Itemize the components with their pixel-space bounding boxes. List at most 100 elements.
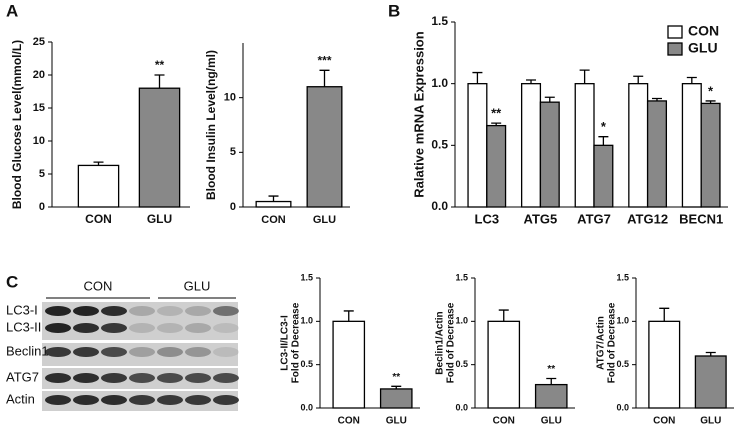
blot-band	[213, 347, 239, 357]
bar	[486, 124, 507, 208]
y-tick-label: 1.5	[455, 272, 468, 282]
blot-band	[185, 373, 211, 383]
y-tick-label: 20	[33, 69, 45, 81]
blot-band	[157, 306, 183, 316]
blot-band	[101, 347, 127, 357]
x-tick-label: CON	[85, 212, 112, 226]
blot-band	[45, 323, 71, 333]
blot-band	[157, 395, 183, 405]
bar	[332, 320, 366, 409]
bar	[520, 83, 542, 208]
legend-swatch	[667, 25, 683, 39]
bar	[77, 164, 120, 208]
blot-group-label: CON	[84, 278, 113, 293]
y-axis-label: Ralative mRNA Expression	[411, 31, 426, 197]
blot-band	[73, 373, 99, 383]
x-tick-label: ATG7	[577, 211, 611, 226]
bar	[681, 83, 702, 208]
significance: ***	[317, 54, 331, 68]
y-axis-label: LC3-II/LC3-I	[280, 315, 291, 371]
blot-band	[213, 306, 239, 316]
error-bar	[686, 76, 697, 84]
error-bar	[472, 71, 483, 84]
bar	[487, 320, 521, 409]
bar	[534, 383, 568, 409]
blot-background	[42, 302, 238, 340]
y-tick-label: 1.0	[431, 76, 448, 90]
y-tick-label: 15	[33, 102, 45, 114]
blot-band	[157, 347, 183, 357]
blot-band	[185, 395, 211, 405]
blot-row-label: ATG7	[6, 369, 39, 384]
bar	[379, 388, 413, 409]
blot-band	[213, 395, 239, 405]
significance: **	[491, 106, 502, 121]
y-tick-label: 0	[39, 201, 45, 213]
blot-band	[157, 323, 183, 333]
error-bar	[526, 79, 537, 84]
y-tick-label: 0.0	[431, 199, 448, 213]
blot-band	[213, 373, 239, 383]
blot-band	[73, 347, 99, 357]
blot-band	[101, 395, 127, 405]
error-bar	[579, 69, 590, 84]
error-bar	[651, 97, 662, 101]
y-tick-label: 1.5	[431, 14, 448, 28]
blot-band	[73, 306, 99, 316]
error-bar	[154, 74, 165, 89]
blot-row-label: LC3-I	[6, 302, 38, 317]
bar	[593, 144, 614, 208]
x-tick-label: GLU	[386, 416, 407, 427]
bar	[646, 100, 668, 208]
blot-band	[73, 323, 99, 333]
y-tick-label: 1.5	[616, 272, 629, 282]
significance: *	[601, 119, 607, 134]
bar	[694, 355, 727, 409]
y-axis-label: Fold of Decrease	[291, 302, 302, 383]
blot-band	[129, 395, 155, 405]
blot-band	[101, 306, 127, 316]
y-tick-label: 1.5	[300, 272, 313, 282]
y-tick-label: 5	[39, 168, 45, 180]
bar	[700, 102, 721, 208]
y-tick-label: 0.5	[616, 359, 629, 369]
y-tick-label: 0.5	[455, 359, 468, 369]
significance: *	[708, 83, 714, 98]
x-tick-label: GLU	[541, 416, 562, 427]
y-axis-label: Blood Insulin Level(ng/ml)	[204, 50, 218, 200]
bar	[255, 200, 292, 208]
y-axis-label: Fold of Decrease	[446, 302, 457, 383]
blot-band	[45, 373, 71, 383]
panel-label: B	[388, 1, 400, 20]
bar	[138, 87, 181, 208]
blot-band	[45, 395, 71, 405]
bar	[306, 86, 343, 208]
y-tick-label: 25	[33, 36, 45, 48]
legend-label: CON	[688, 23, 719, 39]
blot-row-label: Beclin1	[6, 343, 49, 358]
legend-swatch	[667, 42, 683, 56]
y-tick-label: 0.5	[300, 359, 313, 369]
y-tick-label: 0.0	[455, 402, 468, 412]
bar	[574, 83, 595, 208]
bar	[628, 83, 649, 208]
x-tick-label: LC3	[475, 211, 500, 226]
error-bar	[491, 122, 502, 126]
error-bar	[544, 96, 555, 103]
x-tick-label: GLU	[313, 214, 336, 226]
blot-band	[157, 373, 183, 383]
error-bar	[268, 195, 279, 202]
error-bar	[705, 100, 716, 104]
blot-band	[101, 323, 127, 333]
y-tick-label: 0	[230, 201, 236, 213]
y-axis-label: ATG7/Actin	[596, 316, 607, 370]
x-tick-label: BECN1	[679, 211, 723, 226]
blot-band	[45, 306, 71, 316]
y-axis-label: Blood Glucose Level(mmol/L)	[10, 40, 24, 209]
x-tick-label: CON	[653, 416, 675, 427]
x-tick-label: CON	[493, 416, 515, 427]
y-tick-label: 10	[33, 135, 45, 147]
y-axis-label: Fold of Decrease	[607, 302, 618, 383]
y-tick-label: 1.0	[455, 316, 468, 326]
